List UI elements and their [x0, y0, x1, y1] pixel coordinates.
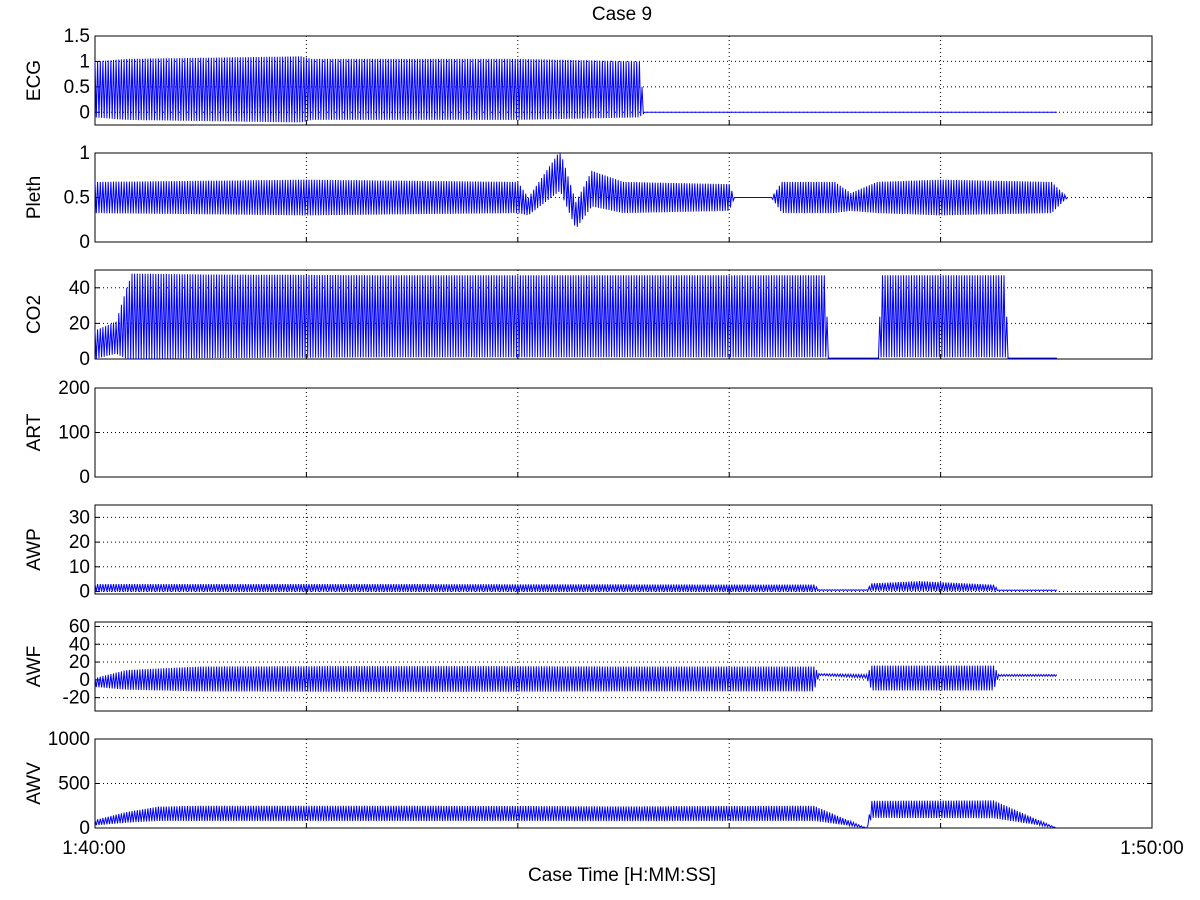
panel-pleth: 0 0.5 1 Pleth [24, 143, 1153, 253]
y-tick-label: 20 [69, 532, 90, 553]
series-line-pleth [94, 152, 1068, 227]
y-tick-label: 0.5 [64, 77, 90, 98]
panel-frame [94, 504, 1153, 595]
y-tick-label: 0 [79, 232, 90, 253]
y-tick-label: 40 [69, 278, 90, 299]
y-tick-label: 1 [79, 51, 90, 72]
y-tick-label: 500 [58, 774, 90, 795]
panel-awp: 0 10 20 30 AWP [24, 504, 1153, 603]
panel-ecg: 0 0.5 1 1.5 ECG [24, 26, 1153, 126]
panel-stack: 00.511.5ECG00.51Pleth02040CO20100200ART0… [24, 26, 1153, 839]
y-tick-label: 10 [69, 557, 90, 578]
series-line-awv [94, 800, 1057, 829]
x-tick-label-end: 1:50:00 [1120, 838, 1183, 859]
y-tick-label: 1000 [48, 729, 90, 750]
y-tick-label: 1 [79, 143, 90, 164]
panel-art: 0 100 200 ART [24, 378, 1153, 488]
y-tick-label: 0 [79, 670, 90, 691]
y-tick-label: 20 [69, 313, 90, 334]
y-tick-label: 100 [58, 423, 90, 444]
y-tick-label: 0 [79, 467, 90, 488]
y-tick-label: 30 [69, 507, 90, 528]
y-tick-label: 0.5 [64, 188, 90, 209]
chart-title: Case 9 [592, 4, 652, 25]
y-axis-label: Pleth [24, 176, 45, 219]
y-tick-label: 0 [79, 582, 90, 603]
panel-co2: 0 20 40 CO2 [24, 269, 1153, 370]
y-axis-label: CO2 [24, 295, 45, 334]
series-line-co2 [94, 273, 1057, 360]
y-axis-label: ECG [24, 60, 45, 101]
x-axis-label: Case Time [H:MM:SS] [528, 865, 716, 886]
y-tick-label: 0 [79, 349, 90, 370]
series-line-awf [94, 665, 1058, 692]
series-line-ecg [94, 56, 1057, 123]
y-axis-label: AWV [24, 762, 45, 805]
y-axis-label: AWP [24, 528, 45, 571]
y-tick-label: 40 [69, 634, 90, 655]
y-axis-label: ART [24, 413, 45, 451]
y-tick-label: -20 [63, 688, 90, 709]
y-tick-label: 20 [69, 652, 90, 673]
y-tick-label: 200 [58, 378, 90, 399]
y-tick-label: 60 [69, 616, 90, 637]
y-tick-label: 0 [79, 818, 90, 839]
y-tick-label: 1.5 [64, 26, 90, 47]
series-line-awp [94, 581, 1058, 593]
y-axis-label: AWF [24, 646, 45, 688]
y-tick-label: 0 [79, 102, 90, 123]
x-tick-label-start: 1:40:00 [62, 838, 125, 859]
